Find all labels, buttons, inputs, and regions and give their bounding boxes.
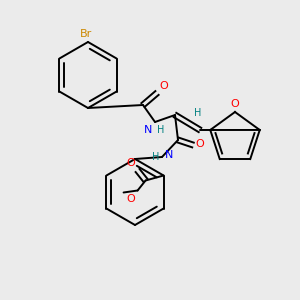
Text: O: O xyxy=(159,81,168,91)
Text: O: O xyxy=(195,139,204,149)
Text: Br: Br xyxy=(80,29,92,39)
Text: O: O xyxy=(127,158,136,169)
Text: H: H xyxy=(152,152,159,162)
Text: H: H xyxy=(157,125,164,135)
Text: H: H xyxy=(194,108,202,118)
Text: O: O xyxy=(127,194,136,205)
Text: N: N xyxy=(144,125,152,135)
Text: N: N xyxy=(165,150,173,160)
Text: O: O xyxy=(231,99,239,109)
